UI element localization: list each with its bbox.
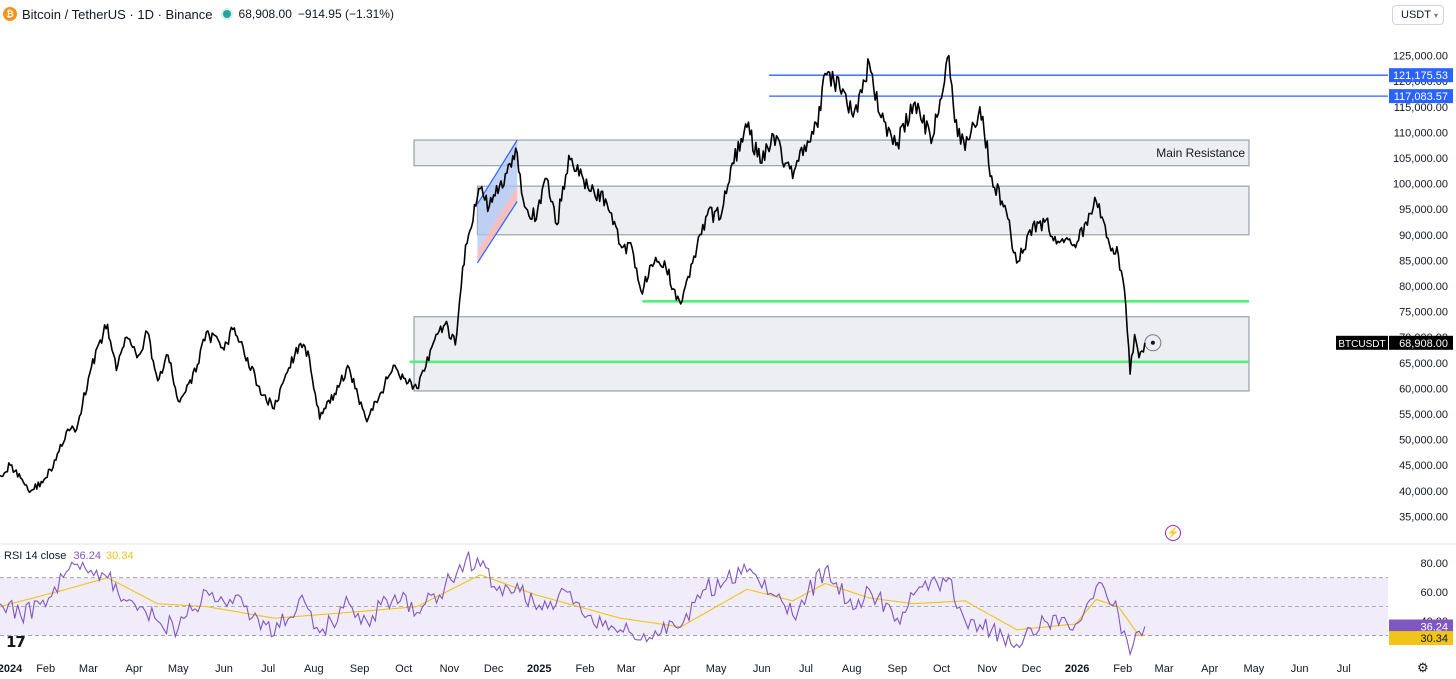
zone-0 xyxy=(413,139,1250,167)
y-tick-label: 50,000.00 xyxy=(1399,435,1448,447)
y-tick-label: 85,000.00 xyxy=(1399,255,1448,267)
y-tick-label: 95,000.00 xyxy=(1399,204,1448,216)
x-tick-label: Jun xyxy=(215,663,233,675)
x-tick-label: Feb xyxy=(575,663,594,675)
current-price-label: 68,908.00 xyxy=(1399,338,1448,350)
x-tick-label: Nov xyxy=(977,663,997,675)
x-tick-label: Dec xyxy=(1022,663,1042,675)
currency-label: USDT xyxy=(1401,9,1431,21)
y-tick-label: 45,000.00 xyxy=(1399,460,1448,472)
rsi-value-bg xyxy=(1389,619,1453,634)
x-tick-label: Dec xyxy=(484,663,504,675)
x-tick-label: Apr xyxy=(663,663,680,675)
x-tick-label: Sep xyxy=(350,663,370,675)
x-tick-label: Jul xyxy=(799,663,813,675)
y-tick-label: 65,000.00 xyxy=(1399,358,1448,370)
symbol-tag: BTCUSDT xyxy=(1338,339,1385,350)
btc-logo-icon: ₿ xyxy=(3,7,17,21)
gear-icon[interactable]: ⚙ xyxy=(1417,660,1429,675)
header-change: −914.95 (−1.31%) xyxy=(297,7,394,21)
current-price-bg xyxy=(1389,335,1453,350)
rsi-axis-value: 36.24 xyxy=(1420,622,1448,634)
main-resistance-label: Main Resistance xyxy=(1156,146,1245,160)
x-tick-label: Oct xyxy=(933,663,950,675)
x-tick-label: Feb xyxy=(36,663,55,675)
level-label-bg xyxy=(1389,68,1453,83)
zone-1 xyxy=(476,185,1250,236)
y-tick-label: 125,000.00 xyxy=(1393,51,1448,63)
zone-2 xyxy=(413,316,1250,392)
rsi-ma-bg xyxy=(1389,631,1453,646)
x-tick-label: Aug xyxy=(304,663,324,675)
market-status-icon xyxy=(222,10,231,18)
tradingview-logo-icon[interactable]: 17 xyxy=(6,633,26,651)
x-tick-label: Jul xyxy=(1337,663,1351,675)
x-tick-label: Mar xyxy=(79,663,98,675)
rsi-value: 36.24 xyxy=(73,550,101,562)
last-price-marker xyxy=(1144,334,1162,352)
y-tick-label: 110,000.00 xyxy=(1394,127,1448,139)
zones-layer xyxy=(413,139,1250,392)
channel-lower-fill xyxy=(477,186,518,263)
rsi-tick-label: 60.00 xyxy=(1420,587,1448,599)
x-tick-label: Apr xyxy=(1201,663,1218,675)
y-tick-label: 40,000.00 xyxy=(1399,486,1448,498)
y-tick-label: 55,000.00 xyxy=(1399,409,1448,421)
price-line xyxy=(0,54,1146,494)
y-tick-label: 75,000.00 xyxy=(1399,307,1448,319)
level-price-label: 121,175.53 xyxy=(1393,70,1448,82)
level-label-bg xyxy=(1389,89,1453,104)
channel-top-line xyxy=(476,139,518,205)
currency-selector[interactable]: USDT ▾ xyxy=(1392,5,1444,25)
rsi-ma-axis-value: 30.34 xyxy=(1420,633,1448,645)
header-price: 68,908.00 xyxy=(238,7,292,21)
symbol-header: ₿ Bitcoin / TetherUS · 1D · Binance 68,9… xyxy=(0,0,394,28)
rsi-tick-label: 80.00 xyxy=(1420,558,1448,570)
level-price-label: 117,083.57 xyxy=(1394,91,1448,103)
y-tick-label: 115,000.00 xyxy=(1394,102,1448,114)
x-tick-label: 2024 xyxy=(0,663,23,675)
x-tick-label: Mar xyxy=(1155,663,1174,675)
rsi-label: RSI 14 close xyxy=(4,550,67,562)
y-tick-label: 90,000.00 xyxy=(1399,230,1448,242)
x-tick-label: Jun xyxy=(1291,663,1309,675)
last-price-dot xyxy=(1150,340,1155,345)
symbol-title[interactable]: Bitcoin / TetherUS · 1D · Binance xyxy=(22,6,213,22)
symbol-tag-bg xyxy=(1336,335,1388,350)
y-tick-label: 60,000.00 xyxy=(1399,383,1448,395)
y-tick-label: 80,000.00 xyxy=(1399,281,1448,293)
y-tick-label: 35,000.00 xyxy=(1399,511,1448,523)
rsi-ma-value: 30.34 xyxy=(106,550,134,562)
x-tick-label: Apr xyxy=(126,663,143,675)
x-tick-label: 2026 xyxy=(1065,663,1089,675)
price-axis: 35,000.00 40,000.00 45,000.00 50,000.00 55,0… xyxy=(1336,51,1453,523)
rsi-line xyxy=(0,551,1146,657)
x-tick-label: May xyxy=(706,663,727,675)
channel-bottom-line xyxy=(476,201,518,264)
x-tick-label: 2025 xyxy=(527,663,551,675)
x-tick-label: Jul xyxy=(261,663,275,675)
x-tick-label: Oct xyxy=(395,663,412,675)
x-tick-label: Mar xyxy=(617,663,636,675)
x-tick-label: Jun xyxy=(753,663,771,675)
x-tick-label: May xyxy=(168,663,189,675)
lightning-icon[interactable]: ⚡ xyxy=(1165,525,1181,541)
y-tick-label: 100,000.00 xyxy=(1393,179,1448,191)
rsi-legend[interactable]: RSI 14 close 36.24 30.34 xyxy=(4,550,134,562)
x-tick-label: May xyxy=(1244,663,1265,675)
x-tick-label: Sep xyxy=(888,663,908,675)
x-tick-label: Nov xyxy=(440,663,460,675)
y-tick-label: 105,000.00 xyxy=(1393,153,1448,165)
chevron-down-icon: ▾ xyxy=(1433,10,1438,20)
x-tick-label: Aug xyxy=(842,663,862,675)
time-axis: 2024 Feb Mar Apr May Jun Jul Aug Sep Oct Nov Dec 202… xyxy=(0,663,1351,675)
x-tick-label: Feb xyxy=(1113,663,1132,675)
